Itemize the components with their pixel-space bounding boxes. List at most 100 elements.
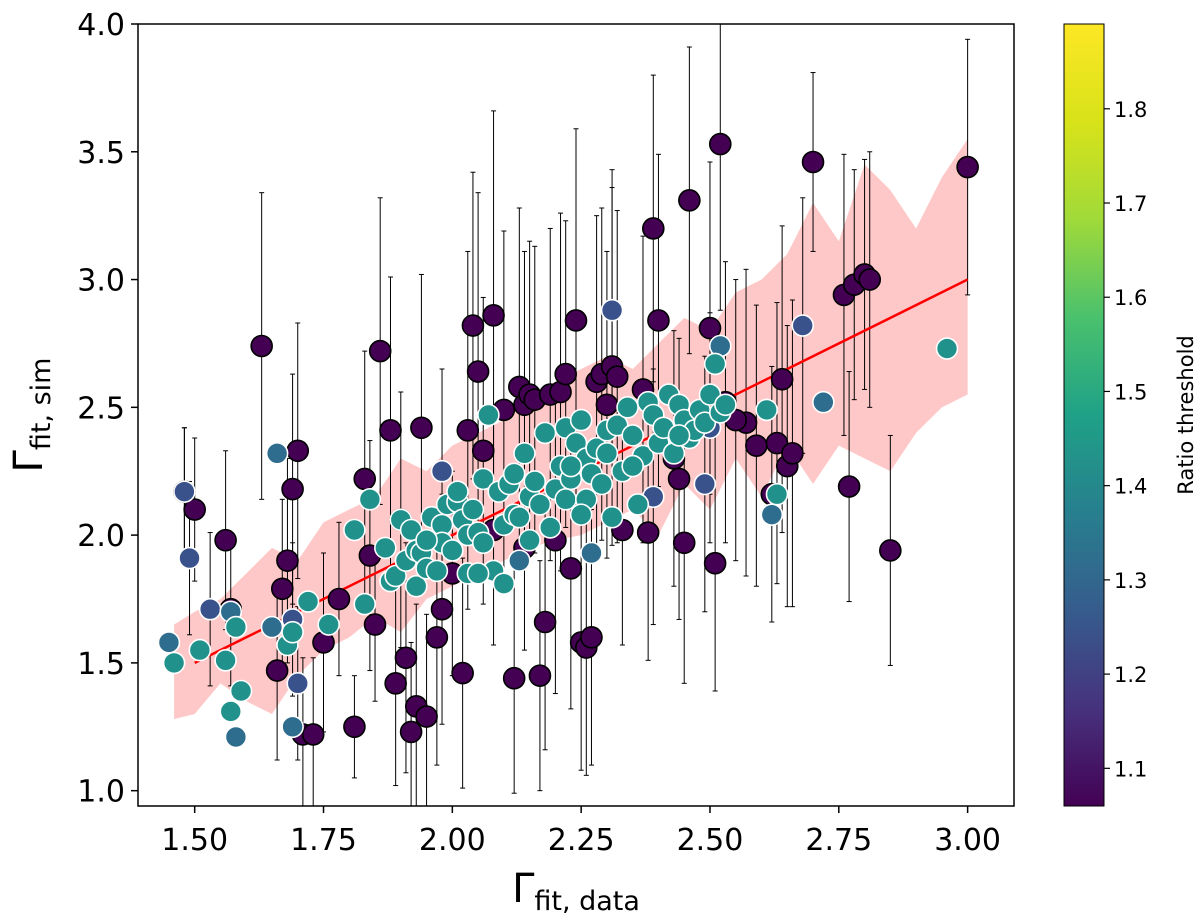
plot-area (157, 24, 979, 806)
data-point (636, 521, 660, 544)
data-point (353, 467, 377, 491)
data-point (286, 672, 310, 695)
data-point (198, 597, 222, 621)
data-point (374, 536, 397, 560)
data-point (265, 659, 289, 682)
data-point (343, 518, 366, 542)
data-point (430, 597, 454, 621)
y-tick-label: 4.0 (77, 8, 125, 43)
data-point (430, 459, 454, 483)
data-point (379, 419, 402, 442)
data-point (580, 541, 603, 565)
data-point (879, 539, 902, 562)
plot-frame (137, 23, 1015, 807)
data-point (286, 439, 310, 463)
data-point (451, 661, 474, 685)
data-point (554, 362, 577, 386)
data-point (471, 531, 495, 555)
data-point (415, 528, 438, 552)
data-point (425, 626, 449, 649)
data-point (219, 700, 243, 723)
data-point (224, 615, 248, 639)
data-point (745, 434, 768, 457)
colorbar-tick-label: 1.4 (1114, 475, 1147, 499)
data-point (343, 715, 366, 739)
data-point (404, 574, 428, 598)
data-point (801, 150, 825, 174)
colorbar-label: Ratio threshold (1174, 335, 1198, 495)
data-point (616, 396, 639, 419)
data-point (693, 411, 717, 434)
data-point (456, 419, 480, 442)
data-point (621, 454, 644, 478)
data-point (353, 592, 377, 616)
data-point (461, 498, 485, 521)
data-point (781, 442, 804, 465)
data-point (466, 562, 490, 585)
data-point (502, 666, 526, 690)
x-axis-label-sub: fit, data (534, 886, 640, 916)
data-point (317, 613, 340, 636)
data-point (178, 546, 201, 570)
data-point (595, 442, 619, 465)
data-point (250, 334, 273, 358)
data-point (214, 649, 237, 672)
data-point (513, 442, 536, 465)
y-tick-label: 2.0 (77, 519, 125, 554)
data-point (368, 339, 392, 363)
colorbar-tick-label: 1.5 (1114, 380, 1147, 404)
data-point (693, 472, 717, 496)
data-point (600, 298, 624, 322)
data-point (471, 467, 495, 491)
data-point (791, 314, 815, 337)
data-point (667, 424, 691, 447)
data-point (508, 505, 531, 529)
data-point (714, 393, 737, 417)
data-point (276, 549, 299, 572)
data-point (384, 672, 407, 695)
y-axis-label-sub: fit, sim (26, 358, 57, 451)
data-point (394, 646, 418, 670)
data-point (260, 615, 284, 639)
colorbar-tick-label: 1.1 (1114, 757, 1147, 781)
data-point (518, 528, 541, 552)
data-point (858, 268, 882, 291)
data-point (626, 493, 650, 516)
data-point (528, 493, 552, 516)
data-point (765, 431, 789, 455)
y-tick-label: 3.5 (77, 136, 125, 171)
data-point (399, 720, 423, 744)
x-tick-label: 2.00 (419, 823, 486, 858)
data-point (425, 559, 449, 583)
x-tick-label: 1.75 (290, 823, 357, 858)
data-point (641, 217, 665, 240)
data-point (590, 472, 614, 496)
data-point (441, 539, 464, 562)
data-point (471, 439, 495, 463)
y-tick-label: 2.5 (77, 391, 125, 426)
y-tick-label: 3.0 (77, 264, 125, 299)
data-point (703, 551, 727, 575)
data-point (502, 462, 526, 486)
data-point (446, 480, 469, 503)
data-point (301, 723, 325, 746)
data-point (482, 304, 505, 327)
data-point (508, 549, 531, 572)
x-tick-label: 2.50 (677, 823, 744, 858)
data-point (760, 503, 784, 526)
colorbar-tick-label: 1.8 (1114, 98, 1147, 122)
data-point (554, 488, 577, 511)
data-point (281, 477, 304, 501)
y-tick-label: 1.0 (77, 775, 125, 810)
data-point (564, 309, 588, 332)
data-point (559, 557, 583, 580)
data-point (173, 480, 196, 503)
data-point (538, 516, 562, 539)
data-point (523, 470, 547, 493)
data-point (580, 626, 603, 649)
data-point (410, 416, 433, 440)
y-tick-label: 1.5 (77, 647, 125, 682)
x-axis-label: Γfit, data (512, 866, 640, 916)
data-point (281, 620, 304, 644)
